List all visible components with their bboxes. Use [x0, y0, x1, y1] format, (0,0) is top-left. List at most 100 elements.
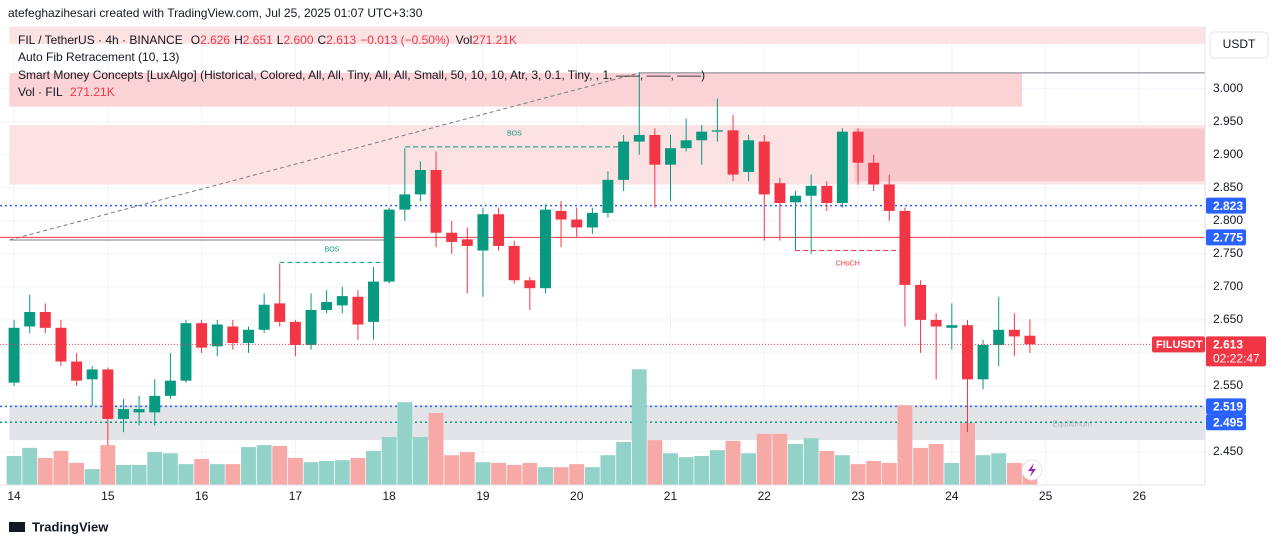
volume-bar	[131, 464, 147, 485]
candle-body	[930, 319, 942, 327]
y-tick-label: 2.550	[1213, 378, 1243, 392]
y-tick-label: 3.000	[1213, 81, 1243, 95]
last-tag-name: FILUSDT	[1156, 339, 1203, 351]
currency[interactable]: USDT	[1223, 37, 1256, 51]
volume-bar	[616, 442, 632, 485]
candle-body	[321, 302, 333, 310]
candle-body	[274, 303, 286, 322]
candle-body	[227, 326, 239, 344]
price-tag	[1206, 398, 1246, 415]
currency-button[interactable]	[1209, 31, 1269, 59]
candle-body	[461, 239, 473, 246]
candle-body	[352, 296, 364, 325]
volume-bar	[366, 450, 381, 485]
indicator: Auto Fib Retracement (10, 13)	[18, 50, 179, 64]
y-tick-label: 2.700	[1213, 279, 1243, 293]
overlay-layer: 2.4502.5002.5502.6002.6502.7002.7502.800…	[7, 81, 1266, 503]
y-tick-label: 2.800	[1213, 213, 1243, 227]
volume-bar	[709, 450, 725, 485]
volume-bar	[147, 452, 163, 485]
volume-bar	[412, 437, 428, 485]
candle-body	[477, 214, 489, 251]
candle-body	[493, 214, 505, 246]
volume-bar	[194, 459, 210, 485]
volume-bar	[475, 462, 491, 485]
candle-body	[836, 131, 848, 203]
candle-body	[821, 185, 833, 203]
candle-body	[852, 131, 864, 163]
x-tick-label: 17	[289, 489, 303, 503]
volume-bar	[303, 462, 319, 485]
candle-body	[258, 304, 270, 330]
candle-body	[24, 311, 36, 327]
volume-bar	[506, 464, 522, 485]
y-tick-label: 2.450	[1213, 444, 1243, 458]
y-tick-label: 2.850	[1213, 180, 1243, 194]
x-tick-label: 19	[476, 489, 490, 503]
credit: atefeghazihesari created with TradingVie…	[8, 6, 423, 20]
x-tick-label: 15	[101, 489, 115, 503]
zone-label: Equilibrium	[1052, 420, 1092, 429]
candle-body	[555, 210, 567, 220]
volume-bar	[600, 455, 616, 485]
volume-bar	[913, 447, 929, 485]
candle-body	[618, 141, 630, 180]
candle-body	[243, 329, 254, 344]
volume-bar	[334, 460, 350, 485]
last-tag	[1206, 336, 1266, 367]
symbol: FIL / TetherUS · 4h · BINANCE	[18, 33, 183, 47]
candle-body	[977, 344, 989, 380]
candle-body	[696, 131, 708, 141]
candle-body	[39, 311, 51, 328]
x-tick-label: 21	[664, 489, 678, 503]
volume-bar	[491, 462, 507, 485]
candle-body	[1024, 335, 1036, 345]
zone	[9, 72, 1023, 107]
volume-bar	[428, 413, 444, 485]
ohlc-value: 2.626	[200, 33, 230, 47]
candle-body	[305, 309, 317, 345]
candle-body	[805, 185, 817, 196]
volume-bar	[553, 467, 569, 485]
volume-bar	[1006, 462, 1022, 485]
x-tick-label: 14	[7, 489, 21, 503]
ohlc-value: 2.613	[326, 33, 356, 47]
fib-diagonal	[9, 72, 640, 241]
volume-bar	[772, 433, 788, 485]
vol-key: Vol	[456, 33, 473, 47]
candle-body	[399, 194, 411, 210]
candle-body	[993, 329, 1005, 345]
candle-body	[102, 369, 114, 419]
candle-body	[774, 183, 786, 203]
volume-bar	[881, 462, 897, 485]
x-tick-label: 22	[758, 489, 772, 503]
candle-body	[446, 232, 458, 242]
candle-body	[899, 210, 911, 285]
candle-body	[868, 162, 880, 185]
volume-bar	[116, 464, 131, 485]
x-tick-label: 16	[195, 489, 209, 503]
volume-bar	[272, 445, 288, 485]
candle-body	[633, 134, 645, 142]
candle-body	[540, 209, 551, 289]
volume-bar	[37, 457, 53, 485]
plot-layer: Equilibrium BOS BOS CHoCH	[0, 26, 1205, 485]
volume-bar	[444, 455, 460, 485]
candle-body	[149, 395, 161, 413]
candle-body	[946, 325, 958, 328]
volume-bar	[538, 467, 553, 485]
volume-bar	[756, 433, 772, 485]
change: −0.013 (−0.50%)	[360, 33, 449, 47]
indicator: Smart Money Concepts [LuxAlgo] (Historic…	[18, 68, 705, 82]
candle-body	[71, 361, 83, 381]
volume-bar	[897, 405, 913, 485]
candle-body	[711, 130, 723, 132]
volume-bar	[960, 423, 975, 485]
volume-bar	[850, 464, 866, 485]
x-tick-label: 24	[945, 489, 959, 503]
volume-bar	[319, 461, 335, 485]
volume-bar	[725, 440, 741, 485]
volume-bar	[944, 462, 960, 485]
vol-indicator: Vol · FIL	[18, 85, 63, 99]
candle-body	[602, 179, 614, 213]
